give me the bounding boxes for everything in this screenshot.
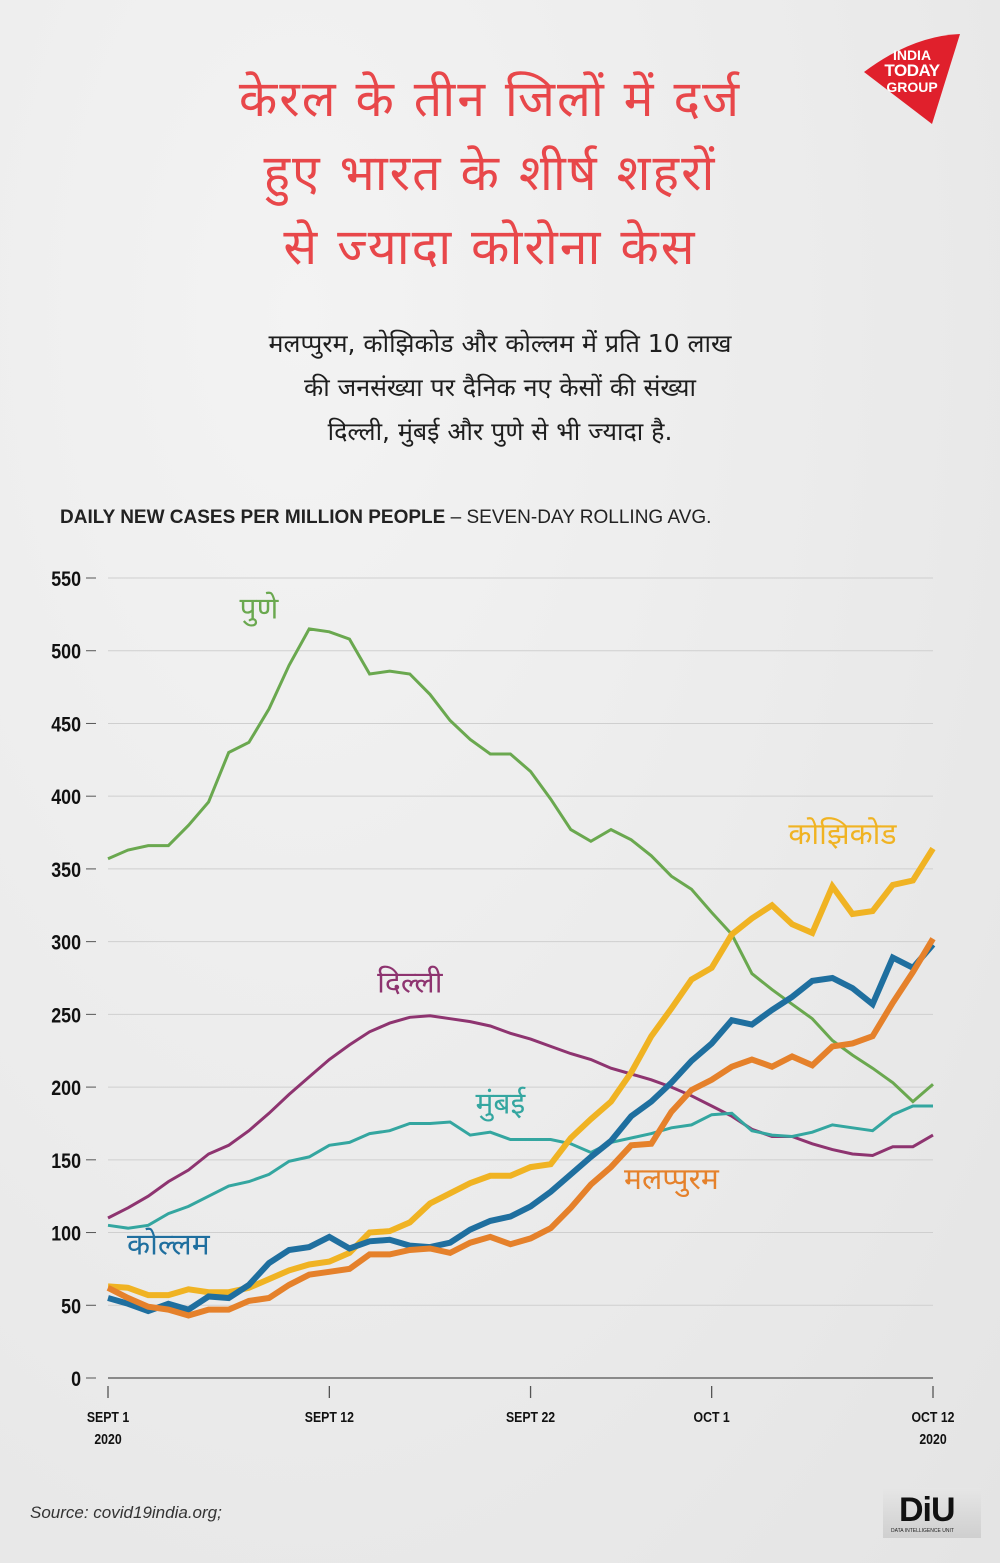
series-labels: पुणे दिल्ली मुंबई कोझिकोड कोल्लम मलप्पुरम (127, 592, 897, 1263)
title-line: से ज्यादा कोरोना केस (283, 218, 697, 276)
chart-heading-bold: DAILY NEW CASES PER MILLION PEOPLE (60, 507, 446, 528)
series-line-mumbai (107, 1104, 933, 1230)
logo-text-line: INDIA (892, 47, 932, 63)
logo-text-line: TODAY (884, 61, 940, 80)
series-label-malappuram: मलप्पुरम (624, 1162, 720, 1198)
x-tick-year-label: 2020 (94, 1431, 122, 1447)
logo-text-line: GROUP (886, 79, 938, 95)
chart-series (106, 627, 936, 1319)
x-tick-label: SEPT 22 (506, 1409, 556, 1425)
series-line-kozhikode (107, 846, 936, 1299)
series-label-mumbai: मुंबई (475, 1086, 526, 1122)
series-line-malappuram (106, 937, 936, 1319)
y-tick-label: 450 (51, 713, 81, 737)
x-tick-label: OCT 1 (694, 1409, 731, 1425)
series-label-kollam: कोल्लम (127, 1227, 211, 1262)
subtitle: मलप्पुरम, कोझिकोड और कोल्लम में प्रति 10… (100, 322, 900, 454)
x-tick-label: SEPT 12 (305, 1409, 355, 1425)
y-tick-label: 500 (51, 640, 81, 664)
series-line-delhi (107, 1014, 934, 1220)
x-tick-label: SEPT 1 (87, 1409, 130, 1425)
title-line: हुए भारत के शीर्ष शहरों (263, 144, 717, 202)
y-tick-label: 100 (51, 1222, 81, 1246)
series-line-kollam (107, 942, 936, 1315)
chart-grid (108, 577, 933, 1379)
y-tick-label: 400 (51, 786, 81, 810)
subtitle-line: दिल्ली, मुंबई और पुणे से भी ज्यादा है. (327, 417, 673, 446)
y-tick-label: 50 (61, 1295, 81, 1319)
chart-heading: DAILY NEW CASES PER MILLION PEOPLE – SEV… (60, 507, 711, 529)
diu-logo: DiU DATA INTELLIGENCE UNIT (883, 1488, 981, 1538)
series-label-pune: पुणे (240, 592, 280, 628)
y-tick-label: 200 (51, 1077, 81, 1101)
subtitle-line: मलप्पुरम, कोझिकोड और कोल्लम में प्रति 10… (268, 329, 732, 358)
y-tick-label: 350 (51, 859, 81, 883)
x-axis: SEPT 1 2020 SEPT 12 SEPT 22 OCT 1 OCT 12 2020 (87, 1386, 955, 1447)
y-axis: 0 50 100 150 200 250 300 350 400 450 500 550 (51, 568, 96, 1392)
source-note: Source: covid19india.org; (30, 1503, 222, 1522)
line-chart: 0 50 100 150 200 250 300 350 400 450 500 550 SEPT 1… (51, 568, 955, 1448)
y-tick-label: 0 (71, 1368, 81, 1392)
chart-heading-light: – SEVEN-DAY ROLLING AVG. (445, 507, 712, 528)
y-tick-label: 550 (51, 568, 81, 592)
y-tick-label: 300 (51, 931, 81, 955)
subtitle-line: की जनसंख्या पर दैनिक नए केसों की संख्या (304, 373, 696, 402)
series-label-delhi: दिल्ली (377, 966, 444, 1001)
logo-shape-icon (864, 34, 960, 124)
diu-logo-subtext: DATA INTELLIGENCE UNIT (891, 1528, 954, 1534)
y-tick-label: 150 (51, 1150, 81, 1174)
series-line-pune (107, 627, 934, 1104)
series-label-kozhikode: कोझिकोड (788, 817, 897, 852)
x-tick-label: OCT 12 (911, 1409, 954, 1425)
india-today-group-logo: INDIA TODAY GROUP (862, 34, 962, 126)
title-line: केरल के तीन जिलों में दर्ज (238, 70, 742, 128)
y-tick-label: 250 (51, 1004, 81, 1028)
x-tick-year-label: 2020 (919, 1431, 947, 1447)
diu-logo-text: DiU (899, 1491, 956, 1529)
page-title: केरल के तीन जिलों में दर्ज हुए भारत के श… (100, 62, 880, 284)
